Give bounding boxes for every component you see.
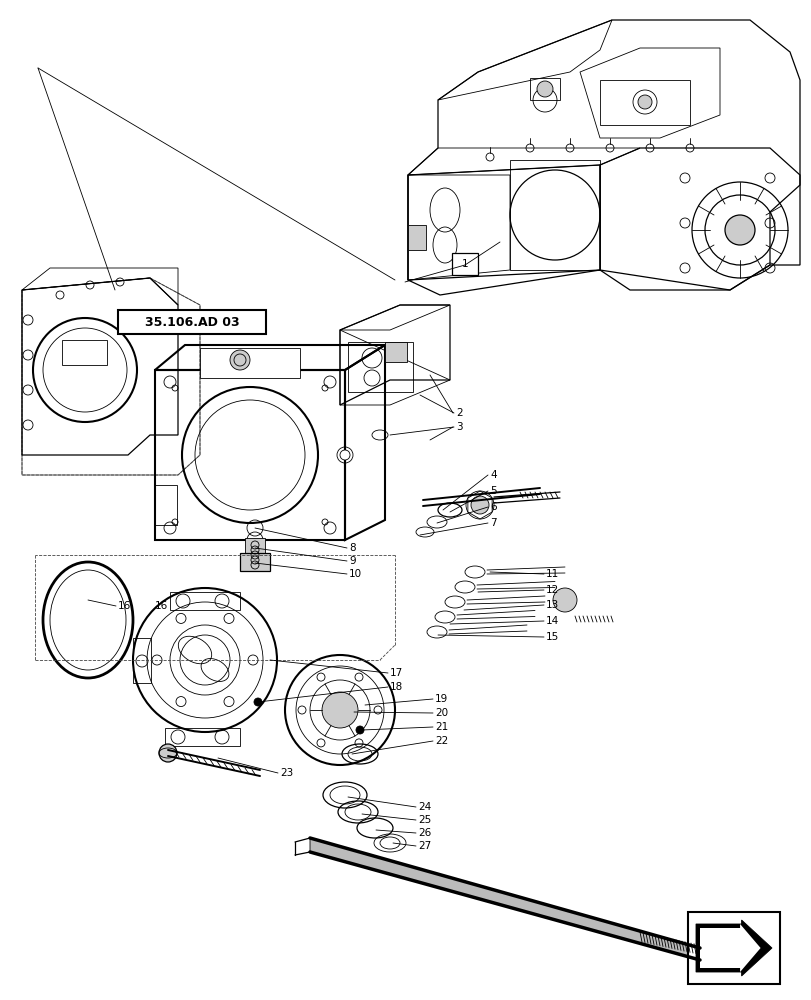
Bar (62, 340, 107, 365)
Bar (530, 78, 560, 100)
Text: 5: 5 (489, 486, 496, 496)
Text: 13: 13 (545, 600, 559, 610)
Bar (384, 342, 406, 362)
Circle shape (254, 698, 262, 706)
Bar (245, 538, 264, 553)
Circle shape (470, 496, 488, 514)
Text: 6: 6 (489, 502, 496, 512)
Bar (407, 225, 426, 250)
Bar (169, 592, 240, 610)
Text: 23: 23 (280, 768, 293, 778)
Text: 16: 16 (118, 601, 131, 611)
Bar (118, 310, 266, 334)
Text: 17: 17 (389, 668, 403, 678)
Text: 26: 26 (418, 828, 431, 838)
Bar (599, 80, 689, 125)
Text: 27: 27 (418, 841, 431, 851)
Text: 1: 1 (461, 259, 468, 269)
Text: 16: 16 (155, 601, 168, 611)
Text: 21: 21 (435, 722, 448, 732)
Circle shape (552, 588, 577, 612)
Text: 8: 8 (349, 543, 355, 553)
Text: 24: 24 (418, 802, 431, 812)
Circle shape (355, 726, 363, 734)
Bar (165, 728, 240, 746)
Text: 4: 4 (489, 470, 496, 480)
Text: 20: 20 (435, 708, 448, 718)
Ellipse shape (696, 941, 712, 967)
Circle shape (230, 350, 250, 370)
Bar (452, 253, 478, 275)
Bar (240, 553, 270, 571)
Bar (155, 485, 177, 525)
Text: 35.106.AD 03: 35.106.AD 03 (144, 316, 239, 328)
Text: 14: 14 (545, 616, 559, 626)
Text: 25: 25 (418, 815, 431, 825)
Circle shape (340, 450, 350, 460)
Bar (348, 342, 413, 392)
Text: 3: 3 (456, 422, 462, 432)
Text: 2: 2 (456, 408, 462, 418)
Polygon shape (695, 920, 771, 976)
Bar (133, 638, 151, 683)
Circle shape (159, 744, 177, 762)
Text: 22: 22 (435, 736, 448, 746)
Circle shape (724, 215, 754, 245)
Text: 12: 12 (545, 585, 559, 595)
Circle shape (637, 95, 651, 109)
Text: 7: 7 (489, 518, 496, 528)
Text: 18: 18 (389, 682, 403, 692)
Text: 9: 9 (349, 556, 355, 566)
Text: 19: 19 (435, 694, 448, 704)
Bar (200, 348, 299, 378)
Text: 15: 15 (545, 632, 559, 642)
Text: 10: 10 (349, 569, 362, 579)
Polygon shape (310, 838, 699, 960)
Bar (687, 912, 779, 984)
Text: 11: 11 (545, 569, 559, 579)
Circle shape (536, 81, 552, 97)
Polygon shape (699, 924, 760, 972)
Circle shape (322, 692, 358, 728)
